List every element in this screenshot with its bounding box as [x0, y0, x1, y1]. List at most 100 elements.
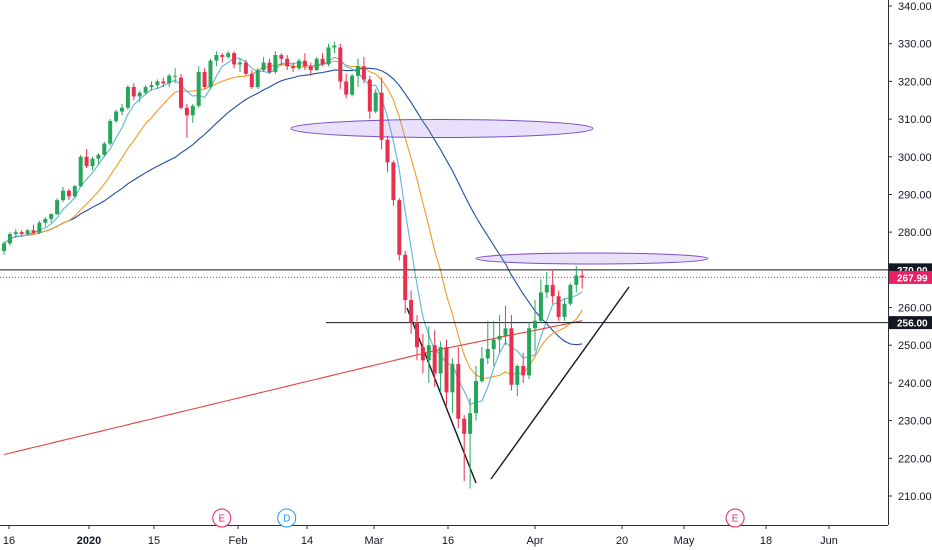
candle-body [338, 47, 343, 82]
candle [485, 320, 490, 365]
candle-body [474, 381, 478, 414]
event-marker-label: E [732, 514, 739, 525]
candle [444, 339, 449, 406]
candle [426, 326, 431, 383]
candle-body [202, 71, 207, 88]
candle-body [574, 275, 579, 285]
price-tag-box [889, 316, 932, 330]
y-tick-label: 330.00 [898, 39, 932, 51]
candle-body [403, 254, 408, 300]
event-marker-label: E [218, 514, 225, 525]
candle-body [173, 75, 178, 77]
candle [291, 62, 296, 72]
candle-body [350, 75, 355, 95]
candle-body [491, 339, 496, 349]
candle [13, 229, 18, 238]
candle-body [415, 322, 419, 348]
candle [179, 73, 183, 110]
candle-body [238, 62, 242, 65]
candle [131, 83, 136, 101]
candle-body [31, 230, 36, 233]
x-tick-label: Jun [820, 535, 838, 547]
candle [314, 56, 319, 71]
candle-body [297, 60, 301, 69]
candle [456, 347, 461, 429]
dividend-event-marker[interactable]: D [277, 508, 297, 528]
candle [125, 85, 130, 110]
candle [102, 141, 107, 157]
candle [479, 347, 484, 383]
candle-body [25, 230, 30, 235]
candle [279, 53, 284, 67]
y-tick-label: 220.00 [898, 453, 932, 465]
event-marker-label: D [283, 514, 290, 525]
candle [196, 66, 201, 108]
candle [462, 414, 467, 481]
candle [120, 104, 124, 116]
candle [72, 185, 77, 199]
candle-body [267, 62, 272, 72]
y-tick-label: 300.00 [898, 152, 932, 164]
candle-body [220, 55, 225, 57]
candle [397, 198, 402, 261]
x-tick-label: 14 [301, 535, 313, 547]
candle-body [285, 58, 290, 67]
candle-body [155, 81, 160, 86]
candle-body [462, 418, 467, 434]
candle-body [503, 328, 508, 336]
candle [468, 398, 473, 489]
y-tick-label: 280.00 [898, 227, 932, 239]
candle-body [137, 92, 142, 97]
candle [19, 230, 24, 237]
candle-body [7, 234, 12, 244]
candle [267, 58, 272, 74]
candle-body [409, 300, 414, 323]
candle-body [308, 66, 313, 71]
price-tag-label: 267.99 [897, 273, 928, 284]
candle-body [214, 55, 219, 61]
candle-body [426, 345, 431, 361]
candle-body [544, 284, 549, 293]
candle [226, 51, 231, 59]
candle [149, 81, 154, 91]
y-tick-label: 310.00 [898, 114, 932, 126]
candle-body [562, 303, 567, 317]
candle [84, 149, 89, 169]
candle-body [249, 73, 254, 88]
candle-body [190, 105, 195, 116]
candle [544, 271, 549, 299]
candle-body [568, 284, 573, 304]
candle [108, 119, 113, 146]
candle [167, 73, 172, 88]
candle-body [444, 347, 449, 393]
candle [420, 333, 425, 374]
candle [78, 154, 83, 187]
candle-body [397, 200, 402, 255]
candle-body [379, 92, 384, 140]
candle [415, 315, 419, 361]
earnings-event-marker[interactable]: E [725, 508, 745, 528]
earnings-event-marker[interactable]: E [212, 508, 232, 528]
candle [25, 229, 30, 236]
candle [432, 330, 437, 387]
candle-body [273, 55, 278, 72]
candle-body [161, 81, 166, 84]
candle-body [19, 232, 24, 235]
candle-body [243, 62, 248, 74]
candle [155, 79, 160, 89]
candle [37, 220, 42, 235]
candle-body [332, 45, 337, 48]
candle-body [320, 58, 325, 65]
candle [202, 68, 207, 89]
candle-body [385, 139, 390, 163]
event-marker-circle[interactable] [277, 508, 297, 528]
candle-body [391, 162, 396, 201]
event-marker-circle[interactable] [212, 508, 232, 528]
candle [403, 251, 408, 314]
event-marker-circle[interactable] [725, 508, 745, 528]
ma-long-line [3, 320, 583, 456]
candle [55, 198, 60, 216]
candle [214, 51, 219, 67]
